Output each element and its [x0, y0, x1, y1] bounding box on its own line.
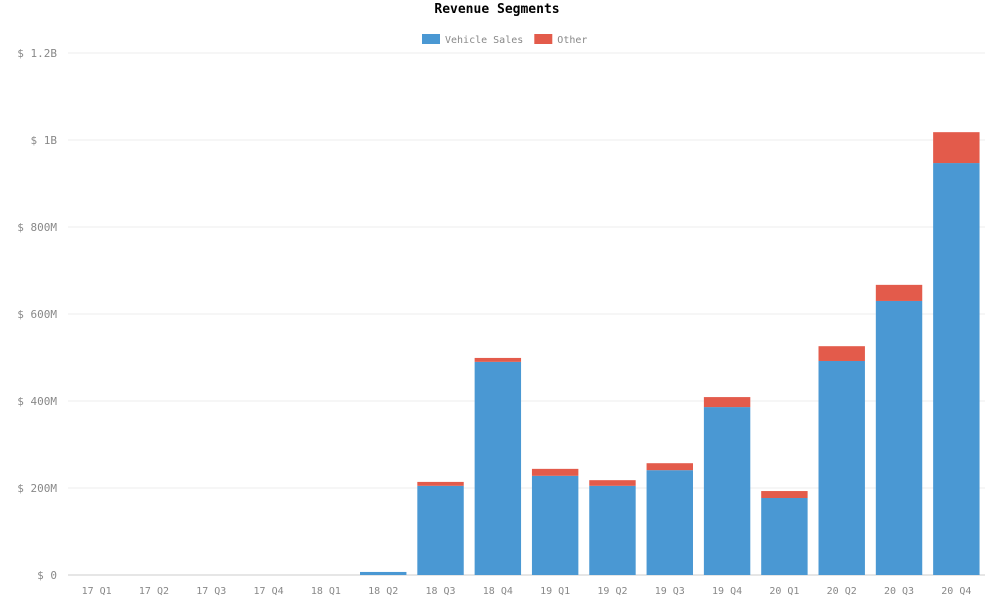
- bar-vehicle-sales[interactable]: [589, 485, 636, 575]
- y-tick-label: $ 600M: [17, 308, 57, 321]
- x-tick-label: 20 Q3: [884, 586, 914, 597]
- x-tick-label: 20 Q2: [827, 586, 857, 597]
- bar-other[interactable]: [474, 357, 522, 362]
- legend-label: Vehicle Sales: [445, 35, 523, 46]
- y-tick-label: $ 1.2B: [17, 47, 57, 60]
- y-axis: $ 0 $ 200M $ 400M $ 600M $ 800M $ 1B $ 1.2B: [17, 47, 57, 582]
- x-tick-label: 17 Q4: [254, 586, 284, 597]
- bar-vehicle-sales[interactable]: [933, 163, 980, 575]
- bar-vehicle-sales[interactable]: [531, 475, 579, 575]
- legend-label: Other: [557, 35, 587, 46]
- bar-vehicle-sales[interactable]: [474, 361, 522, 575]
- bar-other[interactable]: [589, 480, 636, 486]
- legend-item[interactable]: Other: [534, 34, 587, 46]
- x-tick-label: 20 Q1: [769, 586, 799, 597]
- x-tick-label: 18 Q3: [425, 586, 455, 597]
- x-tick-label: 19 Q1: [540, 586, 570, 597]
- legend-swatch: [422, 34, 440, 44]
- x-tick-label: 19 Q4: [712, 586, 742, 597]
- x-tick-label: 19 Q3: [655, 586, 685, 597]
- bar-other[interactable]: [646, 463, 693, 471]
- bar-other[interactable]: [818, 346, 865, 361]
- bar-vehicle-sales[interactable]: [875, 300, 923, 575]
- bar-other[interactable]: [703, 397, 751, 408]
- x-axis: 17 Q1 17 Q2 17 Q3 17 Q4 18 Q1 18 Q2 18 Q3 18 Q4…: [82, 586, 972, 597]
- x-tick-label: 17 Q1: [82, 586, 112, 597]
- bar-vehicle-sales[interactable]: [761, 498, 808, 575]
- y-tick-label: $ 200M: [17, 482, 57, 495]
- y-tick-label: $ 400M: [17, 395, 57, 408]
- chart-title: Revenue Segments: [434, 2, 559, 17]
- x-tick-label: 17 Q2: [139, 586, 169, 597]
- bar-vehicle-sales[interactable]: [818, 360, 865, 575]
- legend-swatch: [534, 34, 553, 44]
- bar-other[interactable]: [761, 491, 808, 499]
- bar-other[interactable]: [875, 284, 923, 301]
- legend: Vehicle Sales Other: [422, 34, 587, 46]
- x-tick-label: 18 Q4: [483, 586, 513, 597]
- bar-vehicle-sales[interactable]: [646, 470, 693, 575]
- bar-other[interactable]: [417, 481, 464, 486]
- y-tick-label: $ 1B: [31, 134, 58, 147]
- bar-vehicle-sales[interactable]: [703, 407, 751, 575]
- x-tick-label: 17 Q3: [196, 586, 226, 597]
- gridlines: [68, 52, 985, 576]
- y-tick-label: $ 800M: [17, 221, 57, 234]
- bar-other[interactable]: [933, 132, 980, 164]
- x-tick-label: 18 Q1: [311, 586, 341, 597]
- bar-vehicle-sales[interactable]: [360, 571, 407, 575]
- y-tick-label: $ 0: [37, 569, 57, 582]
- bar-vehicle-sales[interactable]: [417, 485, 464, 575]
- bar-other[interactable]: [531, 468, 579, 476]
- x-tick-label: 18 Q2: [368, 586, 398, 597]
- x-tick-label: 20 Q4: [941, 586, 971, 597]
- bars: [360, 132, 980, 575]
- x-tick-label: 19 Q2: [597, 586, 627, 597]
- legend-item[interactable]: Vehicle Sales: [422, 34, 523, 46]
